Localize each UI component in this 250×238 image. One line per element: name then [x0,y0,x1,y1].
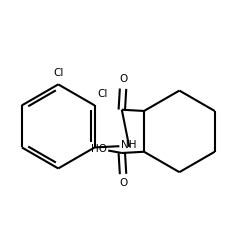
Text: Cl: Cl [97,89,108,99]
Text: Cl: Cl [53,68,64,78]
Text: HO: HO [91,144,107,154]
Text: O: O [119,74,127,84]
Text: O: O [119,178,127,188]
Text: NH: NH [120,140,136,150]
